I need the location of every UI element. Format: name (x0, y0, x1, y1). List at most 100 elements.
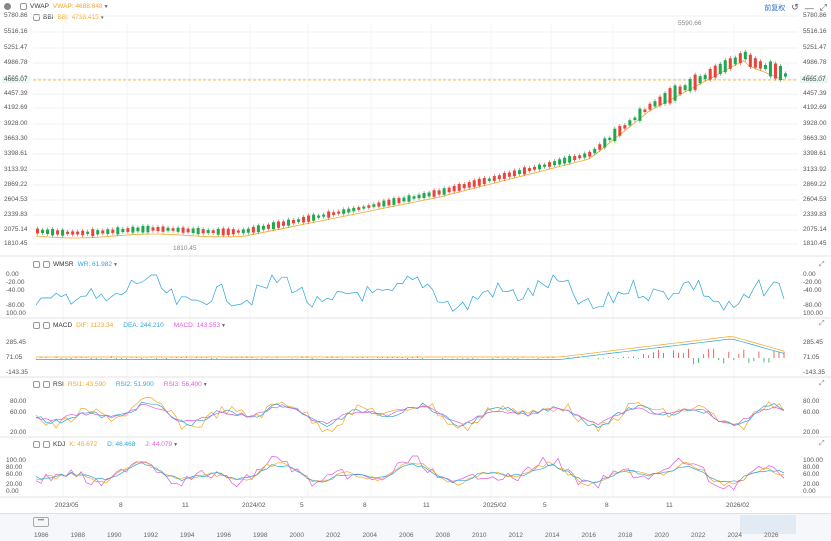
settings-icon[interactable] (43, 261, 50, 268)
candle (583, 153, 587, 158)
undo-icon[interactable]: ↺ (791, 2, 799, 12)
caret-down-icon[interactable]: ▼ (112, 261, 118, 268)
range-navigator[interactable] (0, 513, 831, 541)
d-line (35, 462, 785, 484)
navigator-handle-icon[interactable]: ••• (33, 517, 49, 527)
price-tick-left: 4192.69 (4, 104, 28, 111)
candle (733, 57, 737, 65)
eye-icon[interactable] (33, 261, 40, 268)
candle (663, 93, 667, 104)
rsi-tick-left: 20.00 (10, 429, 27, 436)
wmsr-tick-left: -40.00 (6, 287, 25, 294)
candle (668, 88, 672, 104)
pane-expand-icon[interactable]: ⤢ (819, 261, 825, 268)
candle (126, 228, 130, 232)
eye-icon[interactable] (33, 441, 40, 448)
settings-icon[interactable] (43, 381, 50, 388)
expand-icon[interactable]: ⤢ (819, 2, 827, 12)
candle (66, 231, 70, 235)
navigator-tick: 2022 (691, 532, 706, 539)
candle (487, 178, 491, 181)
candle (548, 162, 552, 167)
candle (151, 227, 155, 231)
time-tick: 11 (182, 502, 189, 509)
settings-icon[interactable] (43, 441, 50, 448)
time-tick: 8 (119, 502, 123, 509)
candle (743, 51, 747, 60)
eye-icon[interactable] (33, 381, 40, 388)
candle (482, 177, 486, 185)
navigator-tick: 1986 (34, 532, 49, 539)
candle (131, 226, 135, 233)
caret-down-icon[interactable]: ▼ (221, 322, 226, 329)
rsi2-label: RSI2: (115, 381, 133, 388)
candle (553, 161, 557, 166)
candle (111, 229, 115, 233)
kdj-tick-right: 60.00 (803, 471, 820, 478)
caret-down-icon[interactable]: ▼ (99, 14, 105, 21)
price-tick-right: 3663.30 (803, 135, 827, 142)
caret-down-icon[interactable]: ▼ (173, 441, 179, 448)
settings-icon[interactable] (43, 322, 50, 329)
candle (41, 229, 45, 234)
candle (86, 231, 90, 234)
navigator-selection[interactable] (740, 515, 796, 534)
candle (784, 73, 787, 77)
navigator-tick: 2004 (362, 532, 377, 539)
eye-icon[interactable] (20, 3, 27, 10)
candle (748, 54, 752, 68)
d-label: D: (107, 441, 114, 448)
candle (507, 172, 511, 177)
candle (201, 229, 205, 234)
candle (527, 168, 531, 171)
candle (462, 184, 466, 189)
pane-expand-icon[interactable]: ⤢ (819, 440, 825, 447)
candle (648, 103, 652, 110)
navigator-tick: 2014 (545, 532, 560, 539)
candle (327, 211, 331, 218)
price-tick-right: 4457.39 (803, 90, 827, 97)
price-tick-left: 2604.53 (4, 196, 28, 203)
candle (457, 183, 461, 191)
pane-expand-icon[interactable]: ⤢ (819, 320, 825, 327)
rsi3-label: RSI3: (163, 381, 181, 388)
eye-icon[interactable] (33, 322, 40, 329)
settings-icon[interactable] (4, 3, 11, 10)
candle (653, 101, 657, 107)
candle (81, 230, 85, 236)
candle (427, 192, 431, 197)
candle (688, 78, 692, 92)
minimize-icon[interactable]: — (804, 2, 814, 13)
candle (628, 120, 632, 126)
caret-down-icon[interactable]: ▼ (103, 3, 109, 10)
candle (276, 221, 280, 228)
macd-tick-left: -143.35 (6, 369, 29, 376)
price-tick-right: 2604.53 (803, 196, 827, 203)
time-tick: 2026/02 (726, 502, 750, 509)
candle (387, 199, 391, 206)
candle (91, 229, 95, 237)
rsi-name: RSI (53, 381, 64, 388)
price-tick-left: 3663.30 (4, 135, 28, 142)
caret-down-icon[interactable]: ▼ (202, 381, 208, 388)
candle (307, 215, 311, 222)
kdj-tick-right: 0.00 (803, 488, 816, 495)
kdj-tick-left: 60.00 (6, 471, 23, 478)
reset-button[interactable]: 前复权 (764, 4, 786, 12)
wmsr-tick-right: 0.00 (803, 271, 816, 278)
eye-icon[interactable] (33, 14, 40, 21)
chart-toolbar: 前复权 ↺ — ⤢ (764, 2, 827, 13)
candle (558, 159, 562, 165)
navigator-tick: 1998 (253, 532, 268, 539)
price-tick-right: 2869.22 (803, 181, 827, 188)
wr-line (35, 274, 785, 312)
candle (773, 63, 777, 79)
pane-expand-icon[interactable]: ⤢ (819, 380, 825, 387)
candle (352, 207, 356, 212)
candle (603, 138, 607, 148)
candle (221, 228, 225, 236)
wmsr-tick-right: -40.00 (803, 287, 822, 294)
wmsr-tick-left: -20.00 (6, 279, 25, 286)
candle (517, 170, 521, 175)
